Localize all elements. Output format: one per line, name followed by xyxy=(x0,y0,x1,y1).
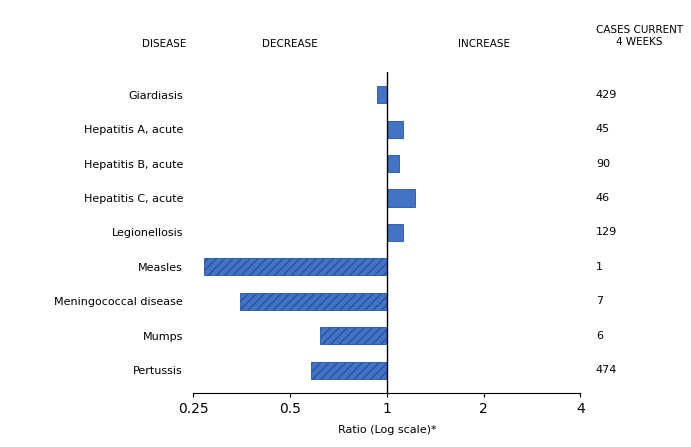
Bar xyxy=(377,86,387,103)
Text: DISEASE: DISEASE xyxy=(142,39,187,49)
X-axis label: Ratio (Log scale)*: Ratio (Log scale)* xyxy=(338,425,436,435)
Text: 6: 6 xyxy=(596,331,603,341)
Text: DECREASE: DECREASE xyxy=(263,39,318,49)
Text: 1: 1 xyxy=(596,262,603,272)
Text: 474: 474 xyxy=(596,365,617,375)
Text: 90: 90 xyxy=(596,159,610,169)
Text: 46: 46 xyxy=(596,193,610,203)
Text: 129: 129 xyxy=(596,228,617,237)
Text: 7: 7 xyxy=(596,296,603,306)
Text: 45: 45 xyxy=(596,124,610,134)
Bar xyxy=(387,224,403,241)
Bar xyxy=(240,293,387,310)
Bar xyxy=(311,362,387,379)
Text: 429: 429 xyxy=(596,90,617,100)
Bar xyxy=(320,327,387,344)
Bar xyxy=(387,155,399,172)
Text: INCREASE: INCREASE xyxy=(457,39,510,49)
Bar xyxy=(205,258,387,275)
Bar xyxy=(387,190,415,207)
Text: CASES CURRENT
4 WEEKS: CASES CURRENT 4 WEEKS xyxy=(596,25,683,47)
Bar xyxy=(387,121,403,138)
